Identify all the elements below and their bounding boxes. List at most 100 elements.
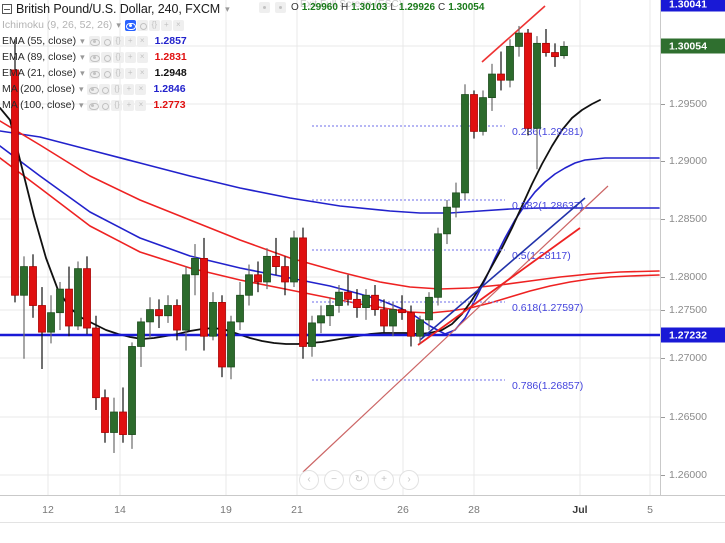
- chevron-down-icon[interactable]: ▾: [80, 35, 85, 46]
- indicator-row[interactable]: EMA (21, close) ▾{} + × 1.2948: [2, 65, 230, 81]
- candle-body[interactable]: [290, 237, 298, 283]
- indicator-row[interactable]: MA (200, close) ▾{} + × 1.2846: [2, 81, 230, 97]
- eye-icon[interactable]: [259, 2, 270, 13]
- chevron-down-icon[interactable]: ▾: [78, 99, 84, 110]
- candle-body[interactable]: [173, 305, 181, 331]
- chevron-down-icon[interactable]: ▾: [80, 67, 85, 78]
- candle-body[interactable]: [110, 411, 118, 433]
- plus-icon[interactable]: +: [124, 67, 136, 79]
- candle-body[interactable]: [236, 294, 244, 323]
- candle-body[interactable]: [470, 94, 478, 132]
- fibonacci-retracement[interactable]: 0.236(1.29281)0.382(1.28637)0.5(1.28117)…: [312, 125, 583, 392]
- candle-body[interactable]: [272, 255, 280, 267]
- indicator-row[interactable]: EMA (55, close) ▾{} + × 1.2857: [2, 33, 230, 49]
- candle-body[interactable]: [56, 288, 64, 314]
- indicator-row[interactable]: Ichimoku (9, 26, 52, 26) ▾{} + ×: [2, 17, 230, 33]
- braces-icon[interactable]: {}: [148, 19, 160, 31]
- close-icon[interactable]: ×: [135, 83, 147, 95]
- candle-body[interactable]: [416, 319, 424, 337]
- candle-body[interactable]: [83, 268, 91, 329]
- gear-icon[interactable]: [275, 2, 286, 13]
- close-icon[interactable]: ×: [136, 51, 148, 63]
- candle-body[interactable]: [254, 274, 262, 283]
- candle-body[interactable]: [281, 266, 289, 283]
- candle-body[interactable]: [227, 321, 235, 368]
- candle-body[interactable]: [560, 46, 568, 57]
- candle-body[interactable]: [461, 94, 469, 194]
- candle-body[interactable]: [101, 397, 109, 433]
- candle-body[interactable]: [389, 309, 397, 327]
- candle-body[interactable]: [380, 309, 388, 327]
- candle-body[interactable]: [38, 305, 46, 333]
- gear-icon[interactable]: [99, 83, 111, 95]
- candle-body[interactable]: [551, 52, 559, 58]
- braces-icon[interactable]: {}: [111, 83, 123, 95]
- candle-body[interactable]: [398, 309, 406, 314]
- candle-body[interactable]: [245, 274, 253, 296]
- eye-icon[interactable]: [88, 67, 101, 79]
- plus-icon[interactable]: +: [124, 51, 136, 63]
- candle-body[interactable]: [488, 73, 496, 99]
- close-icon[interactable]: ×: [172, 19, 184, 31]
- candle-body[interactable]: [191, 257, 199, 276]
- candle-body[interactable]: [317, 315, 325, 324]
- candle-body[interactable]: [524, 32, 532, 129]
- candle-body[interactable]: [155, 309, 163, 317]
- candle-body[interactable]: [434, 233, 442, 298]
- candle-body[interactable]: [344, 291, 352, 300]
- gear-icon[interactable]: [136, 19, 148, 31]
- candle-body[interactable]: [92, 327, 100, 399]
- candle-body[interactable]: [542, 42, 550, 53]
- candle-body[interactable]: [362, 294, 370, 308]
- eye-icon[interactable]: [88, 35, 101, 47]
- candlestick-series[interactable]: [11, 25, 568, 453]
- candle-body[interactable]: [47, 312, 55, 333]
- chevron-down-icon[interactable]: ▾: [80, 51, 85, 62]
- scroll-left-button[interactable]: ‹: [299, 470, 319, 490]
- candle-body[interactable]: [326, 305, 334, 317]
- chevron-down-icon[interactable]: ▾: [116, 19, 121, 30]
- chevron-down-icon[interactable]: ▾: [78, 83, 84, 94]
- trendline-ascending-red[interactable]: [417, 227, 581, 346]
- candle-body[interactable]: [128, 346, 136, 435]
- legend-title-row[interactable]: British Pound/U.S. Dollar, 240, FXCM ▾: [2, 1, 230, 17]
- gear-icon[interactable]: [100, 51, 112, 63]
- candle-body[interactable]: [533, 42, 541, 129]
- chart-canvas[interactable]: 0.236(1.29281)0.382(1.28637)0.5(1.28117)…: [0, 0, 660, 495]
- candle-body[interactable]: [200, 257, 208, 337]
- braces-icon[interactable]: {}: [111, 99, 123, 111]
- braces-icon[interactable]: {}: [112, 35, 124, 47]
- candle-body[interactable]: [65, 288, 73, 327]
- chevron-down-icon[interactable]: ▾: [225, 3, 230, 14]
- candle-body[interactable]: [308, 322, 316, 347]
- close-icon[interactable]: ×: [136, 67, 148, 79]
- zoom-in-button[interactable]: +: [374, 470, 394, 490]
- plus-icon[interactable]: +: [123, 83, 135, 95]
- candle-body[interactable]: [479, 97, 487, 132]
- time-axis[interactable]: 12 14 19 21 26 28 Jul 5: [0, 495, 725, 523]
- candle-body[interactable]: [371, 294, 379, 311]
- trend-lines[interactable]: [302, 5, 609, 473]
- candle-body[interactable]: [443, 206, 451, 235]
- candle-body[interactable]: [497, 73, 505, 81]
- eye-icon[interactable]: [88, 51, 101, 63]
- close-icon[interactable]: ×: [136, 35, 148, 47]
- eye-icon[interactable]: [124, 19, 137, 31]
- candle-body[interactable]: [425, 296, 433, 321]
- plus-icon[interactable]: +: [160, 19, 172, 31]
- candle-body[interactable]: [146, 309, 154, 323]
- candle-body[interactable]: [20, 266, 28, 296]
- candle-body[interactable]: [209, 302, 217, 337]
- minus-box-icon[interactable]: [2, 4, 12, 14]
- eye-icon[interactable]: [87, 99, 99, 111]
- indicator-row[interactable]: MA (100, close) ▾{} + × 1.2773: [2, 97, 230, 113]
- chart-plot-area[interactable]: 0.236(1.29281)0.382(1.28637)0.5(1.28117)…: [0, 0, 660, 495]
- gear-icon[interactable]: [100, 67, 112, 79]
- candle-body[interactable]: [119, 411, 127, 435]
- plus-icon[interactable]: +: [124, 35, 136, 47]
- close-icon[interactable]: ×: [135, 99, 147, 111]
- candle-body[interactable]: [515, 32, 523, 47]
- candle-body[interactable]: [335, 291, 343, 306]
- trendline-support-long[interactable]: [302, 185, 609, 473]
- gear-icon[interactable]: [100, 35, 112, 47]
